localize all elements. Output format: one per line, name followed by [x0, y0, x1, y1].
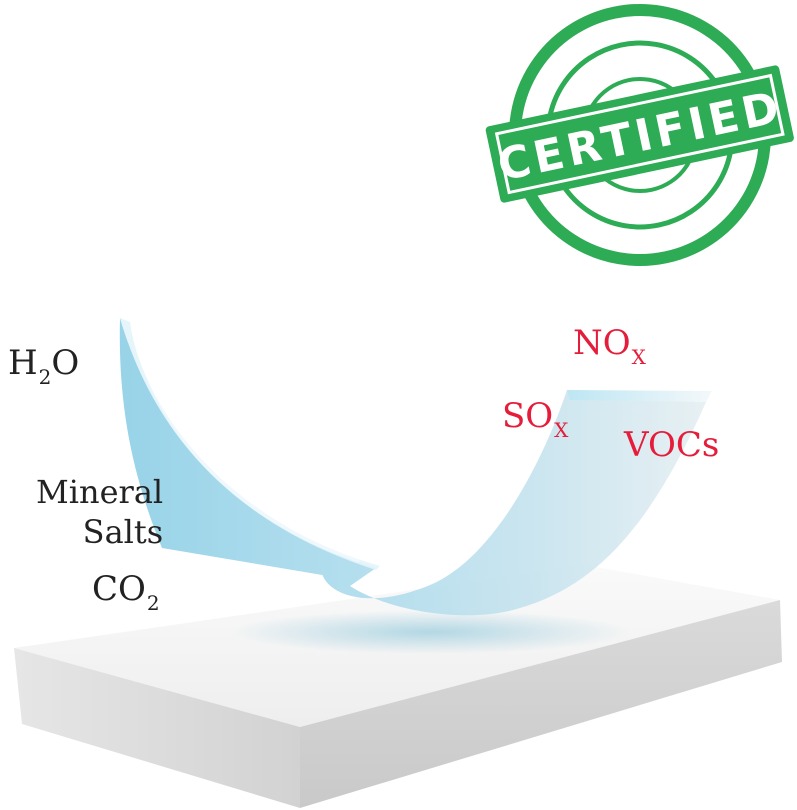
label-sox: SOX	[502, 396, 568, 440]
label-water: H2O	[8, 343, 80, 387]
sheet-back-edge	[567, 390, 712, 402]
sheet-surface	[119, 318, 711, 616]
sox-main: SO	[502, 396, 554, 436]
curved-sheet	[119, 318, 712, 616]
certified-stamp: CERTIFIED	[485, 4, 794, 266]
sox-subscript: X	[554, 418, 569, 442]
sheet-shadow	[230, 610, 630, 654]
label-nox: NOX	[573, 323, 646, 367]
sheet-highlight	[147, 378, 361, 563]
base-front-face	[14, 648, 300, 808]
nox-subscript: X	[631, 345, 646, 369]
mineral-salts-line2: Salts	[82, 513, 164, 551]
stamp-banner-inner	[494, 73, 785, 195]
water-subscript: 2	[38, 365, 52, 389]
water-main: H	[8, 343, 38, 383]
stamp-banner	[485, 65, 794, 203]
nox-main: NO	[573, 323, 631, 363]
co2-subscript: 2	[146, 591, 160, 615]
co2-main: CO	[92, 569, 146, 609]
label-co2: CO2	[92, 569, 160, 613]
base-side-face	[300, 600, 782, 808]
water-tail: O	[51, 343, 80, 383]
label-mineral-salts: Mineral Salts	[36, 472, 163, 552]
mineral-salts-line1: Mineral	[36, 473, 164, 511]
label-vocs: VOCs	[624, 425, 720, 465]
